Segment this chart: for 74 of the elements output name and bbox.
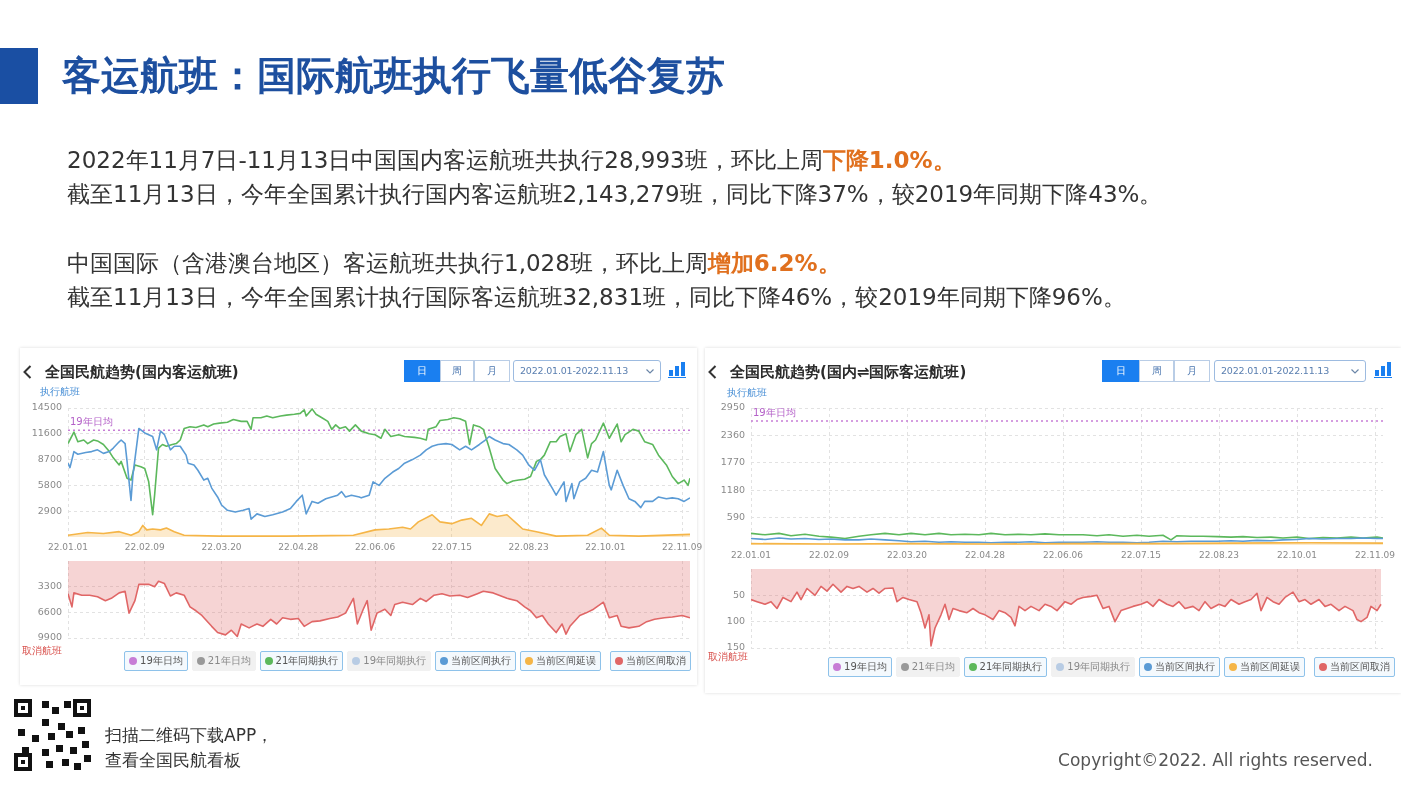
y-tick-label: 590	[726, 511, 745, 523]
y-tick-label: 2950	[720, 401, 745, 413]
x-tick-label: 22.10.01	[1276, 549, 1318, 560]
date-range-dropdown[interactable]: 2022.01.01-2022.11.13	[513, 360, 661, 382]
legend-label: 当前区间执行	[435, 651, 516, 671]
x-tick-label: 22.06.06	[355, 541, 396, 552]
legend-label: 21年同期执行	[259, 651, 344, 671]
legend-label: 21年同期执行	[963, 657, 1048, 677]
chart-title: 全国民航趋势(国内⇌国际客运航班)	[730, 362, 967, 383]
segment-button[interactable]: 周	[440, 360, 474, 382]
segment-button[interactable]: 日	[404, 360, 440, 382]
legend-label: 21年日均	[895, 657, 960, 677]
y-tick-label: 5800	[37, 478, 62, 490]
y-tick-label: 11600	[31, 427, 62, 439]
x-tick-label: 22.08.23	[1198, 549, 1240, 560]
x-tick-label: 22.04.28	[278, 541, 319, 552]
legend-label: 当前区间取消	[1314, 657, 1395, 677]
legend-label: 19年日均	[828, 657, 892, 677]
y-tick-label: 3300	[37, 580, 62, 592]
legend-label: 19年日均	[124, 651, 188, 671]
y-axis-title: 取消航班	[708, 651, 748, 663]
annotation: 19年日均	[753, 406, 796, 418]
x-tick-label: 22.02.09	[124, 541, 166, 552]
x-tick-label: 22.03.20	[886, 549, 928, 560]
x-tick-label: 22.03.20	[201, 541, 242, 552]
y-tick-label: 1180	[720, 483, 745, 495]
x-tick-label: 22.02.09	[808, 549, 850, 560]
date-range-dropdown[interactable]: 2022.01.01-2022.11.13	[1214, 360, 1366, 382]
text: 增加6.2%。	[707, 250, 841, 276]
legend-label: 19年同期执行	[347, 651, 431, 671]
x-tick-label: 22.07.15	[1120, 549, 1162, 560]
y-axis-title: 执行航班	[727, 387, 767, 399]
x-tick-label: 22.07.15	[431, 541, 472, 552]
segment-button[interactable]: 月	[1174, 360, 1210, 382]
text: 截至11月13日，今年全国累计执行国际客运航班32,831班，同比下降46%，较2019年同期下降96%。	[67, 284, 1126, 310]
x-tick-label: 22.01.01	[730, 549, 772, 560]
legend-label: 21年日均	[191, 651, 256, 671]
x-tick-label: 22.11.09	[1354, 549, 1396, 560]
y-tick-label: 9900	[37, 631, 62, 643]
x-tick-label: 22.11.09	[662, 541, 703, 552]
legend-label: 当前区间延误	[1224, 657, 1305, 677]
y-tick-label: 50	[732, 588, 745, 600]
legend-label: 当前区间执行	[1139, 657, 1220, 677]
x-tick-label: 22.01.01	[47, 541, 89, 552]
legend-label: 19年同期执行	[1051, 657, 1135, 677]
y-axis-title: 执行航班	[40, 386, 80, 398]
segment-button[interactable]: 周	[1139, 360, 1174, 382]
x-tick-label: 22.10.01	[585, 541, 626, 552]
segment-button[interactable]: 月	[474, 360, 510, 382]
y-tick-label: 8700	[37, 453, 62, 465]
y-tick-label: 150	[726, 641, 745, 653]
y-tick-label: 2360	[720, 428, 745, 440]
text: 下降1.0%。	[822, 147, 956, 173]
x-tick-label: 22.04.28	[964, 549, 1006, 560]
text: 中国国际（含港澳台地区）客运航班共执行1,028班，环比上周	[67, 250, 708, 276]
y-tick-label: 6600	[37, 605, 62, 617]
text: 2022年11月7日-11月13日中国国内客运航班共执行28,993班，环比上周	[67, 147, 823, 173]
segment-button[interactable]: 日	[1102, 360, 1139, 382]
text: 查看全国民航看板	[105, 750, 241, 770]
y-tick-label: 14500	[31, 401, 62, 413]
text: Copyright©2022. All rights reserved.	[1058, 750, 1373, 770]
x-tick-label: 22.08.23	[508, 541, 549, 552]
annotation: 19年日均	[69, 415, 113, 427]
chart-title: 全国民航趋势(国内客运航班)	[45, 362, 239, 383]
y-axis-title: 取消航班	[22, 645, 62, 657]
x-tick-label: 22.06.06	[1042, 549, 1084, 560]
legend-label: 当前区间延误	[520, 651, 601, 671]
y-tick-label: 100	[726, 615, 745, 627]
text: 截至11月13日，今年全国累计执行国内客运航班2,143,279班，同比下降37%，较2019年同期下降43%。	[67, 181, 1163, 207]
text: 扫描二维码下载APP，	[105, 725, 274, 745]
legend-label: 当前区间取消	[610, 651, 691, 671]
y-tick-label: 2900	[37, 504, 62, 516]
text: 客运航班：国际航班执行飞量低谷复苏	[62, 52, 725, 100]
y-tick-label: 1770	[720, 456, 745, 468]
